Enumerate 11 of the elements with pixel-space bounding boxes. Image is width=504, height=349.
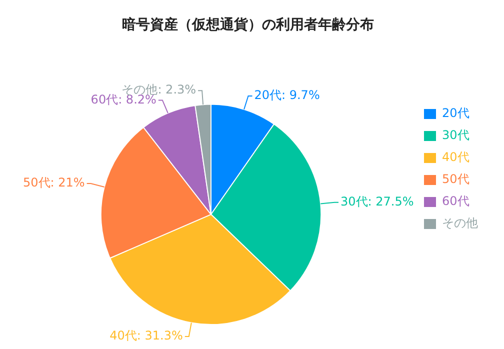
legend-label: その他 <box>442 216 478 230</box>
data-label: 20代: 9.7% <box>254 88 320 102</box>
legend-label: 50代 <box>442 172 470 186</box>
data-label: 50代: 21% <box>22 176 85 190</box>
legend-label: 20代 <box>442 106 470 120</box>
data-label: 40代: 31.3% <box>110 328 183 343</box>
legend-label: 30代 <box>442 128 470 142</box>
legend-label: 40代 <box>442 150 470 164</box>
chart-title: 暗号資産（仮想通貨）の利用者年齢分布 <box>122 16 374 34</box>
legend-label: 60代 <box>442 194 470 208</box>
data-label: 30代: 27.5% <box>340 194 414 208</box>
